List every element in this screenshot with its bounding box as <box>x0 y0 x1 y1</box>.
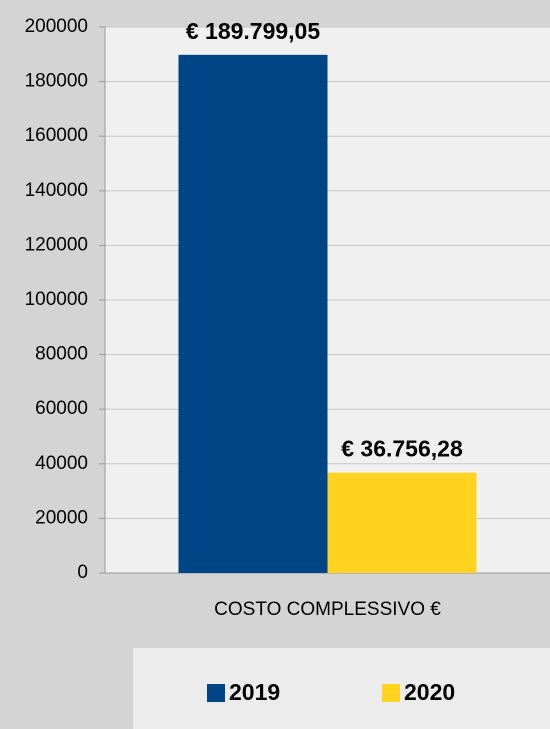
y-tick-label: 160000 <box>25 125 88 146</box>
y-tick-label: 80000 <box>35 344 88 365</box>
y-tick-label: 60000 <box>35 398 88 419</box>
data-label: € 189.799,05 <box>186 18 321 44</box>
legend-box <box>133 648 550 729</box>
bar <box>178 54 328 574</box>
y-tick-label: 200000 <box>25 16 88 37</box>
legend-label: 2020 <box>404 679 455 705</box>
y-tick-label: 180000 <box>25 71 88 92</box>
y-tick-label: 140000 <box>25 180 88 201</box>
y-tick-label: 120000 <box>25 234 88 255</box>
legend-swatch <box>207 684 225 702</box>
y-tick-label: 0 <box>77 562 88 583</box>
legend-swatch <box>382 684 400 702</box>
y-tick-label: 40000 <box>35 453 88 474</box>
y-tick-label: 20000 <box>35 507 88 528</box>
bar <box>327 472 477 573</box>
data-label: € 36.756,28 <box>341 436 463 462</box>
x-tick-label: COSTO COMPLESSIVO € <box>214 599 441 620</box>
legend-label: 2019 <box>229 679 280 705</box>
y-tick-label: 100000 <box>25 289 88 310</box>
